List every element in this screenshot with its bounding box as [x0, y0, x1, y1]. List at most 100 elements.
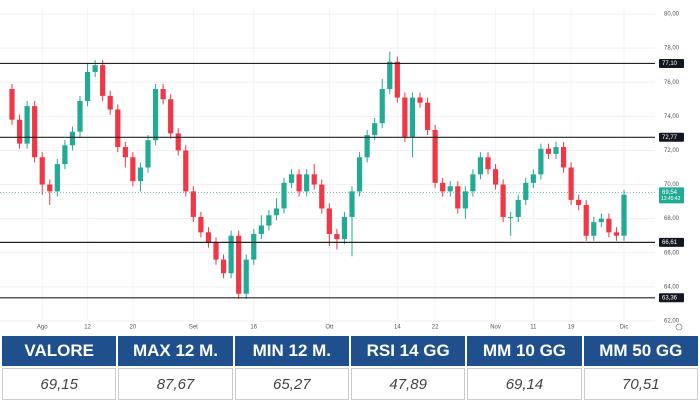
candle-body	[402, 97, 408, 137]
candle-body	[160, 89, 166, 100]
candle-body	[236, 235, 242, 294]
candle-body	[311, 174, 317, 185]
candle-body	[613, 232, 620, 236]
countdown: 13:45:42	[661, 196, 681, 202]
candle-body	[115, 109, 121, 148]
candle-body	[591, 222, 597, 236]
header-cell: MM 50 GG	[583, 336, 698, 366]
header-cell: MM 10 GG	[467, 336, 582, 366]
candle-body	[424, 102, 431, 130]
candle-body	[32, 106, 38, 158]
candle-body	[349, 191, 355, 217]
x-tick-label: 19	[568, 325, 575, 331]
value-cell: 87,67	[118, 368, 233, 400]
candle-body	[130, 157, 136, 182]
candle-body	[198, 216, 204, 233]
header-cell: MIN 12 M.	[234, 336, 349, 366]
value-row: 69,15 87,67 65,27 47,89 69,14 70,51	[2, 368, 698, 400]
y-tick-label: 68,00	[664, 216, 680, 222]
candle-body	[447, 186, 453, 192]
header-cell: MAX 12 M.	[118, 336, 233, 366]
candle-body	[54, 164, 60, 192]
settings-icon	[675, 323, 683, 331]
value-cell: 69,14	[467, 368, 582, 400]
candle-body	[341, 216, 348, 240]
candle-body	[372, 123, 378, 136]
candle-body	[122, 147, 128, 158]
candle-body	[334, 234, 340, 240]
x-tick-label: 16	[250, 325, 257, 331]
last-price-box	[659, 187, 684, 204]
candle-body	[152, 89, 159, 141]
candle-body	[62, 145, 68, 165]
y-tick-label: 76,00	[664, 80, 680, 86]
x-tick-label: Ott	[325, 325, 333, 331]
level-label: 66,61	[662, 240, 678, 246]
x-tick-label: 14	[394, 325, 401, 331]
last-price-label: 69,54	[662, 190, 678, 196]
value-cell: 70,51	[583, 368, 698, 400]
y-tick-label: 78,00	[664, 46, 680, 52]
candle-body	[266, 215, 272, 226]
candle-body	[379, 89, 385, 124]
candle-body	[553, 147, 559, 154]
level-label: 77,10	[662, 61, 678, 67]
candle-body	[598, 218, 604, 223]
candle-body	[288, 174, 295, 183]
candle-body	[273, 208, 280, 216]
candle-body	[304, 174, 310, 192]
x-tick-label: Dic	[620, 325, 629, 331]
x-tick-label: 12	[84, 325, 91, 331]
candle-body	[500, 184, 506, 217]
level-label-box	[659, 132, 684, 142]
candle-body	[77, 100, 83, 132]
candle-body	[409, 97, 416, 137]
candle-body	[175, 133, 181, 151]
candle-body	[213, 242, 219, 260]
candle-body	[296, 174, 302, 192]
y-tick-label: 72,00	[664, 148, 680, 154]
candle-body	[9, 89, 15, 120]
candle-body	[92, 65, 98, 72]
candle-body	[281, 182, 287, 209]
level-label-box	[659, 293, 684, 303]
value-cell: 65,27	[234, 368, 349, 400]
level-label: 63,36	[662, 295, 678, 301]
y-tick-label: 70,00	[664, 182, 680, 188]
candle-body	[508, 216, 514, 218]
candle-body	[417, 97, 423, 103]
candle-body	[462, 191, 468, 209]
candle-body	[243, 259, 249, 294]
candle-body	[251, 234, 257, 260]
candle-body	[560, 147, 567, 168]
candle-body	[606, 218, 612, 233]
level-label-box	[659, 58, 684, 68]
y-tick-label: 64,00	[664, 284, 680, 290]
candle-body	[492, 169, 499, 185]
header-row: VALORE MAX 12 M. MIN 12 M. RSI 14 GG MM 10 G…	[2, 336, 698, 366]
stats-table: VALORE MAX 12 M. MIN 12 M. RSI 14 GG MM 10 G…	[0, 334, 700, 402]
candle-body	[205, 232, 212, 243]
candle-body	[515, 199, 521, 217]
candle-body	[69, 131, 76, 146]
y-tick-label: 80,00	[664, 12, 680, 18]
header-cell: VALORE	[2, 336, 117, 366]
candle-body	[538, 148, 544, 175]
candle-body	[47, 184, 53, 192]
candle-body	[394, 61, 400, 98]
y-tick-label: 62,00	[664, 319, 680, 325]
candle-body	[530, 174, 536, 183]
x-tick-label: 20	[130, 325, 137, 331]
candle-body	[183, 150, 189, 192]
level-label: 72,77	[662, 135, 678, 141]
candle-body	[39, 157, 45, 185]
candle-body	[523, 182, 529, 200]
candle-body	[190, 191, 196, 217]
candle-body	[545, 148, 552, 154]
x-tick-label: 22	[432, 325, 439, 331]
value-cell: 69,15	[2, 368, 117, 400]
header-cell: RSI 14 GG	[350, 336, 466, 366]
x-tick-label: 11	[530, 325, 537, 331]
candle-body	[387, 61, 393, 90]
